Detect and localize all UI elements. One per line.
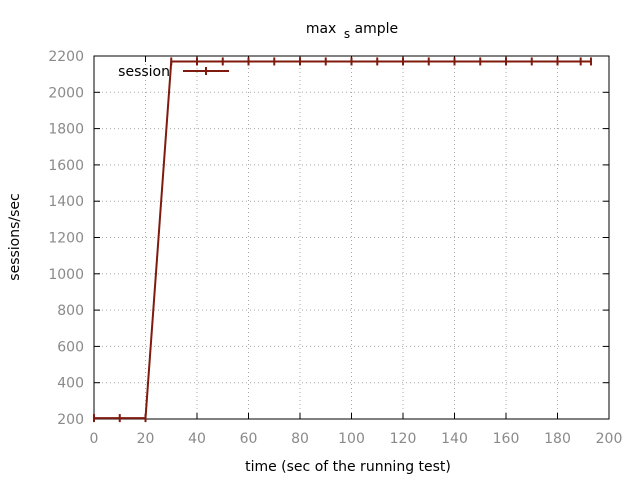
y-tick-label: 2200 (48, 49, 84, 65)
y-axis-label: sessions/sec (7, 193, 23, 280)
x-tick-label: 0 (90, 431, 99, 447)
plot-frame (93, 55, 610, 420)
y-tick-label: 1400 (48, 194, 84, 210)
y-tick-label: 1600 (48, 158, 84, 174)
chart-title-main: max (306, 21, 337, 37)
x-tick-label: 120 (390, 431, 417, 447)
grid (94, 56, 609, 419)
x-tick-label: 40 (188, 431, 206, 447)
chart-title: max s ample (306, 21, 398, 42)
y-tick-label: 200 (57, 412, 84, 428)
series (93, 57, 592, 423)
y-tick-label: 1800 (48, 122, 84, 138)
legend-label: session (118, 64, 170, 80)
legend: session (118, 64, 229, 80)
x-tick-label: 100 (338, 431, 365, 447)
y-tick-label: 400 (57, 376, 84, 392)
x-tick-label: 80 (291, 431, 309, 447)
y-tick-label: 1200 (48, 231, 84, 247)
x-tick-label: 60 (240, 431, 258, 447)
x-tick-label: 20 (137, 431, 155, 447)
x-axis-label: time (sec of the running test) (245, 459, 451, 475)
axis-ticks: 2004006008001000120014001600180020002200… (48, 49, 622, 447)
x-tick-label: 200 (596, 431, 623, 447)
y-tick-label: 600 (57, 339, 84, 355)
x-tick-label: 180 (544, 431, 571, 447)
y-tick-label: 2000 (48, 85, 84, 101)
x-tick-label: 160 (493, 431, 520, 447)
y-tick-label: 800 (57, 303, 84, 319)
series-line (94, 60, 591, 420)
x-tick-label: 140 (441, 431, 468, 447)
chart-title-subscript: s (344, 27, 350, 41)
y-tick-label: 1000 (48, 267, 84, 283)
chart-title-rest: ample (355, 21, 399, 37)
